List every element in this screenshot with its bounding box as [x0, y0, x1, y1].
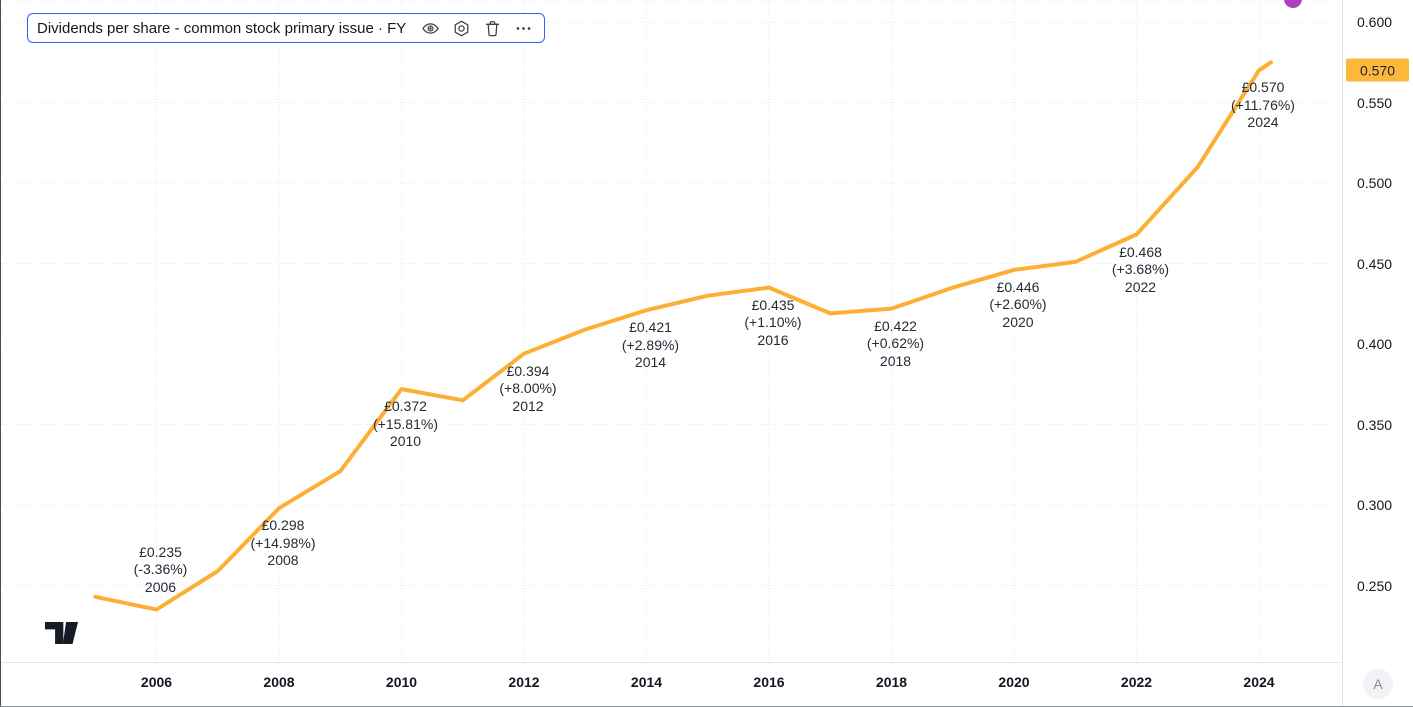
time-axis-tick: 2008 [263, 674, 295, 690]
dividends-line-chart [1, 0, 1342, 662]
time-axis-tick: 2018 [875, 674, 908, 690]
eye-icon[interactable] [419, 17, 441, 39]
price-axis[interactable]: 0.570 0.600 0.550 0.500 0.450 0.400 0.350 0.30… [1342, 0, 1413, 706]
more-options-icon[interactable] [512, 17, 534, 39]
price-axis-tick: 0.400 [1357, 336, 1393, 352]
time-axis-tick: 2020 [998, 674, 1030, 690]
data-point-label-line: £0.421 [629, 319, 672, 336]
price-axis-tick: 0.550 [1357, 94, 1393, 111]
data-point-label-2024: £0.570 (+11.76%) 2024 [1231, 79, 1295, 132]
data-point-label-2010: £0.372 (+15.81%) 2010 [373, 398, 438, 451]
chart-pane[interactable]: Dividends per share - common stock prima… [1, 0, 1342, 662]
data-point-label-line: £0.570 [1241, 79, 1285, 96]
data-point-label-2012: £0.394 (+8.00%) 2012 [499, 363, 556, 416]
trash-icon[interactable] [481, 17, 503, 39]
data-point-label-line: (+15.81%) [373, 415, 438, 432]
time-axis[interactable]: 2006 2008 2010 2012 2014 2016 2018 2020 2022 2024 [1, 662, 1342, 706]
data-point-label-line: £0.298 [261, 517, 305, 534]
price-axis-tick: 0.250 [1357, 577, 1393, 594]
data-point-label-line: £0.468 [1119, 243, 1162, 260]
data-point-label-line: 2016 [757, 331, 789, 348]
notification-avatar-partial[interactable] [1284, 0, 1302, 8]
data-point-label-line: £0.372 [384, 398, 427, 415]
data-point-label-line: 2010 [389, 433, 422, 450]
data-point-label-line: £0.435 [751, 296, 795, 313]
price-axis-tick: 0.600 [1357, 14, 1393, 30]
price-axis-tick: 0.300 [1357, 497, 1393, 513]
data-point-label-2020: £0.446 (+2.60%) 2020 [989, 279, 1046, 332]
time-axis-tick: 2016 [753, 674, 785, 690]
tradingview-logo-icon[interactable] [45, 622, 78, 644]
time-axis-tick: 2014 [630, 674, 663, 690]
time-axis-tick: 2024 [1243, 674, 1275, 690]
data-point-label-2006: £0.235 (-3.36%) 2006 [134, 544, 188, 597]
data-point-label-line: 2008 [267, 552, 299, 569]
time-axis-tick: 2006 [140, 674, 173, 690]
settings-icon[interactable] [450, 17, 472, 39]
data-point-label-2018: £0.422 (+0.62%) 2018 [867, 318, 924, 371]
data-point-label-line: 2022 [1124, 278, 1157, 295]
price-axis-tick: 0.450 [1357, 255, 1393, 272]
data-point-label-line: (+14.98%) [250, 534, 316, 551]
data-point-label-line: 2006 [144, 578, 177, 595]
data-point-label-line: 2012 [512, 397, 544, 414]
data-point-label-line: 2014 [634, 354, 667, 371]
last-price-badge: 0.570 [1346, 58, 1409, 82]
time-axis-tick: 2012 [508, 674, 540, 690]
data-point-label-line: £0.446 [996, 278, 1040, 295]
data-point-label-line: (+3.68%) [1111, 261, 1170, 278]
series-legend-title: Dividends per share - common stock prima… [37, 19, 407, 37]
data-point-label-line: 2020 [1002, 313, 1034, 330]
data-point-label-line: (+1.10%) [744, 314, 802, 331]
data-point-label-line: (+2.89%) [621, 336, 680, 353]
data-point-label-line: £0.394 [506, 362, 550, 379]
data-point-label-line: (+8.00%) [499, 380, 557, 397]
data-point-label-line: 2024 [1247, 114, 1279, 131]
data-point-label-2008: £0.298 (+14.98%) 2008 [251, 517, 316, 570]
data-point-label-line: (+0.62%) [866, 335, 925, 352]
data-point-label-line: £0.422 [874, 317, 917, 334]
data-point-label-2016: £0.435 (+1.10%) 2016 [744, 297, 801, 350]
data-point-label-line: 2018 [879, 352, 912, 369]
dividends-series-line[interactable] [93, 60, 1273, 612]
data-point-label-line: (-3.36%) [133, 561, 188, 578]
data-point-label-line: £0.235 [139, 543, 182, 560]
data-point-label-2022: £0.468 (+3.68%) 2022 [1112, 244, 1169, 297]
data-point-label-line: (+11.76%) [1231, 96, 1295, 113]
data-point-label-2014: £0.421 (+2.89%) 2014 [622, 319, 679, 372]
data-point-label-line: (+2.60%) [989, 296, 1047, 313]
autoscale-badge[interactable]: A [1363, 669, 1393, 699]
series-legend[interactable]: Dividends per share - common stock prima… [27, 13, 546, 43]
time-axis-tick: 2010 [385, 674, 418, 690]
price-axis-tick: 0.500 [1357, 175, 1393, 191]
price-axis-tick: 0.350 [1357, 416, 1393, 433]
time-axis-tick: 2022 [1120, 674, 1153, 690]
